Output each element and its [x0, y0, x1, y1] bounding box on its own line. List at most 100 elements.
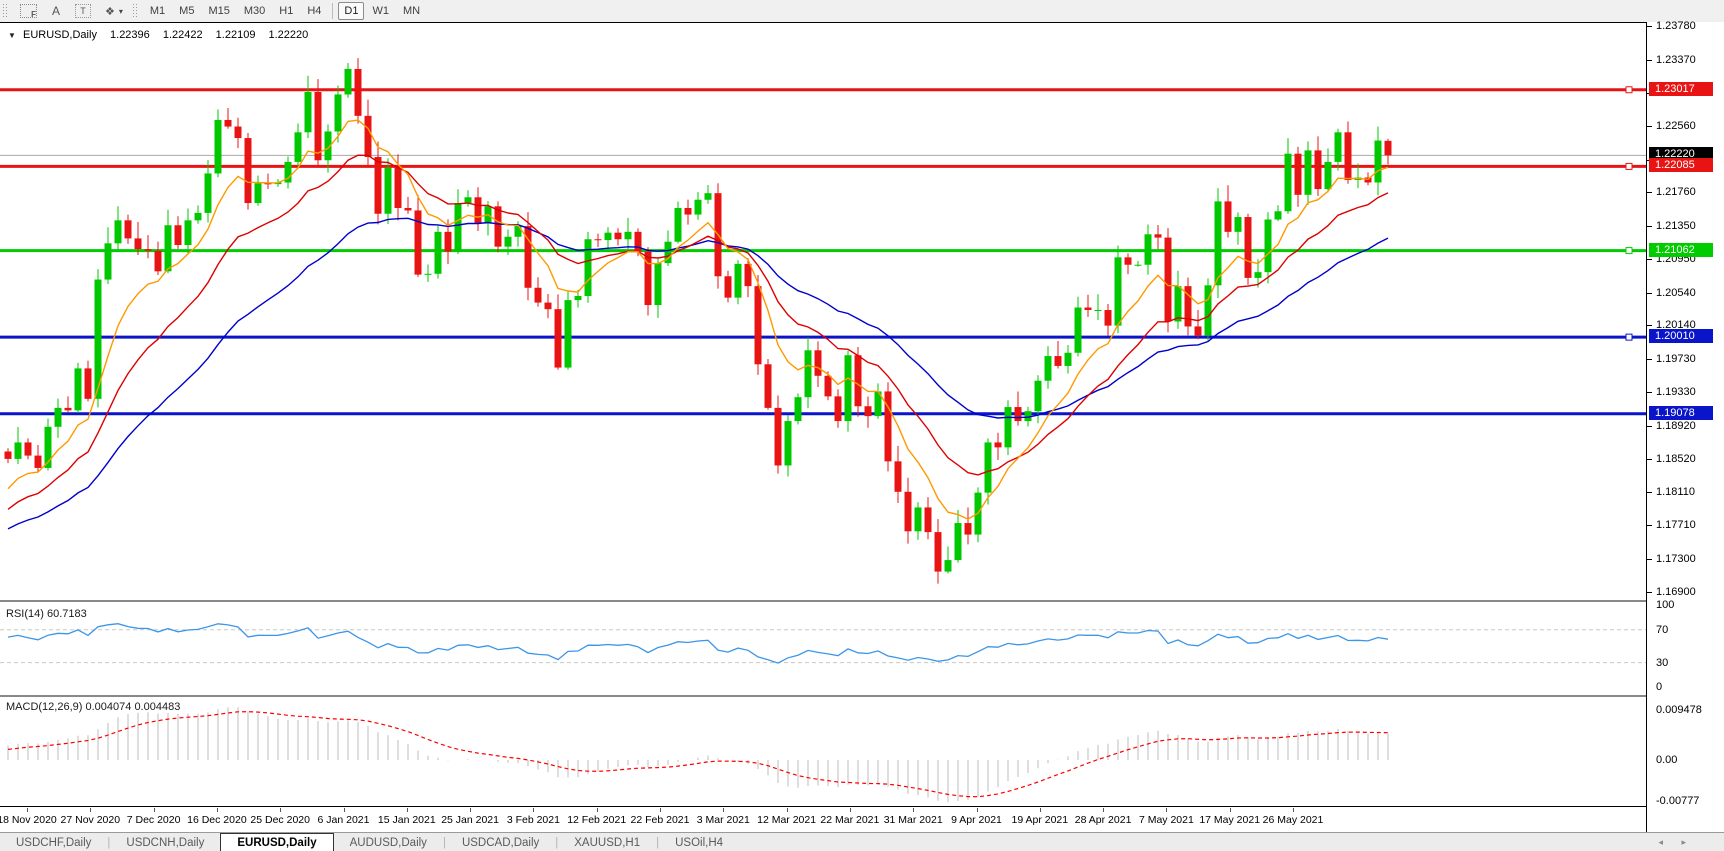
date-label: 19 Apr 2021 — [1011, 814, 1069, 826]
date-tick-mark — [786, 808, 788, 812]
tab-usdcnh-daily[interactable]: USDCNH,Daily — [126, 837, 205, 849]
timeframe-button-d1[interactable]: D1 — [338, 2, 365, 20]
tab-usdcad-daily[interactable]: USDCAD,Daily — [461, 837, 540, 849]
tab-audusd-daily[interactable]: AUDUSD,Daily — [349, 837, 427, 849]
macd-panel[interactable]: MACD(12,26,9) 0.004074 0.004483 — [0, 697, 1646, 807]
rsi-label: RSI(14) 60.7183 — [6, 608, 87, 620]
chart-tab-bar: USDCHF,Daily | USDCNH,Daily EURUSD,Daily AUD… — [0, 832, 1724, 851]
date-tick-mark — [1039, 808, 1041, 812]
rsi-panel[interactable]: RSI(14) 60.7183 — [0, 604, 1646, 697]
date-tick-mark — [90, 808, 92, 812]
toolbar-grip[interactable] — [2, 3, 9, 19]
price-tick-mark — [1647, 325, 1652, 327]
date-label: 3 Mar 2021 — [696, 814, 750, 826]
tab-usdchf-daily[interactable]: USDCHF,Daily — [16, 837, 92, 849]
macd-signal-line — [7, 711, 1389, 798]
price-tick-mark — [1647, 192, 1652, 194]
symbol-dropdown-icon[interactable]: ▼ — [8, 31, 16, 40]
price-tick-label: 1.16900 — [1656, 585, 1696, 598]
date-tick-mark — [1103, 808, 1105, 812]
rsi-axis-label: 70 — [1656, 623, 1669, 636]
timeframe-button-h1[interactable]: H1 — [279, 5, 294, 17]
symbol-label: EURUSD,Daily — [22, 29, 97, 41]
date-label: 25 Jan 2021 — [441, 814, 499, 826]
chart-title: ▼ EURUSD,Daily 1.22396 1.22422 1.22109 1… — [8, 29, 308, 41]
level-handle-1.20010[interactable] — [1625, 333, 1633, 341]
level-handle-1.22085[interactable] — [1625, 162, 1633, 170]
toolbar-separator — [332, 3, 334, 19]
date-label: 12 Feb 2021 — [567, 814, 627, 826]
tab-xauusd-h1[interactable]: XAUUSD,H1 — [574, 837, 641, 849]
price-tick-mark — [1647, 292, 1652, 294]
timeframe-button-m30[interactable]: M30 — [243, 5, 266, 17]
text-label-tool-button[interactable]: A — [45, 2, 67, 20]
timeframe-button-m5[interactable]: M5 — [179, 5, 195, 17]
timeframe-button-h4[interactable]: H4 — [307, 5, 322, 17]
date-tick-mark — [343, 808, 345, 812]
timeframe-button-m15[interactable]: M15 — [208, 5, 230, 17]
horizontal-level-lines[interactable] — [0, 88, 1646, 416]
macd-histogram — [7, 707, 1389, 803]
rsi-axis-label: 30 — [1656, 656, 1669, 669]
tab-scroll-arrows[interactable]: ◂ ▸ — [1658, 837, 1694, 847]
candlestick-chart[interactable] — [0, 24, 1646, 600]
timeframe-button-w1[interactable]: W1 — [372, 5, 389, 17]
price-tick-label: 1.20540 — [1656, 286, 1696, 299]
macd-axis-label: 0.009478 — [1656, 704, 1702, 716]
date-label: 7 May 2021 — [1138, 814, 1194, 826]
price-tick-label: 1.17300 — [1656, 553, 1696, 566]
timeframe-button-m1[interactable]: M1 — [149, 5, 166, 17]
date-label: 6 Jan 2021 — [317, 814, 370, 826]
text-label-icon: A — [51, 4, 60, 18]
date-label: 27 Nov 2020 — [60, 814, 121, 826]
date-tick-mark — [406, 808, 408, 812]
date-label: 9 Apr 2021 — [951, 814, 1002, 826]
price-tick-mark — [1647, 392, 1652, 394]
tab-separator: | — [656, 836, 660, 849]
price-tick-label: 1.17710 — [1656, 519, 1696, 532]
level-handle-1.21062[interactable] — [1625, 247, 1633, 255]
date-tick-mark — [913, 808, 915, 812]
timeframe-toolbar: M1 M5 M15 M30 H1 H4 D1 W1 MN — [143, 2, 427, 20]
price-tick-mark — [1647, 26, 1652, 27]
tab-usoil-h4[interactable]: USOil,H4 — [675, 837, 724, 849]
price-tick-mark — [1647, 591, 1652, 593]
ohlc-high: 1.22422 — [162, 29, 203, 41]
price-tick-label: 1.23370 — [1656, 53, 1696, 66]
rsi-chart[interactable] — [0, 604, 1646, 695]
date-tick-mark — [1229, 808, 1231, 812]
date-tick-mark — [849, 808, 851, 812]
price-tick-mark — [1647, 458, 1652, 460]
date-tick-mark — [660, 808, 661, 812]
price-tick-mark — [1647, 225, 1652, 227]
macd-chart[interactable] — [0, 697, 1646, 806]
date-tick-mark — [470, 808, 472, 812]
price-tick-label: 1.23780 — [1656, 20, 1696, 32]
price-tick-label: 1.19330 — [1656, 386, 1696, 399]
text-box-tool-button[interactable]: T — [69, 2, 97, 20]
date-label: 15 Jan 2021 — [377, 814, 436, 826]
price-tick-label: 1.22560 — [1656, 120, 1696, 133]
toolbar-grip-2[interactable] — [131, 3, 139, 19]
price-tick-mark — [1647, 359, 1652, 361]
date-label: 25 Dec 2020 — [250, 814, 310, 826]
tab-eurusd-daily[interactable]: EURUSD,Daily — [220, 833, 334, 851]
price-tag-1.23017: 1.23017 — [1649, 81, 1713, 96]
shapes-icon: ❖ — [105, 5, 116, 18]
date-label: 17 May 2021 — [1199, 814, 1261, 826]
price-tick-label: 1.21760 — [1656, 186, 1696, 199]
price-tick-mark — [1647, 525, 1652, 527]
date-tick-mark — [280, 808, 282, 812]
date-label: 22 Feb 2021 — [630, 814, 690, 826]
tab-separator: | — [442, 836, 446, 849]
timeframe-button-mn[interactable]: MN — [402, 5, 421, 17]
price-tick-label: 1.18110 — [1656, 486, 1695, 499]
level-handle-1.23017[interactable] — [1625, 86, 1633, 94]
price-tag-1.21062: 1.21062 — [1649, 242, 1713, 257]
shapes-tool-button[interactable]: ❖ ▾ — [99, 2, 129, 20]
fibonacci-tool-button[interactable]: F — [14, 2, 43, 20]
price-tick-label: 1.21350 — [1656, 219, 1696, 232]
main-chart-panel[interactable]: ▼ EURUSD,Daily 1.22396 1.22422 1.22109 1… — [0, 24, 1646, 602]
ma-slow-line — [7, 217, 1389, 530]
price-tag-1.19078: 1.19078 — [1649, 405, 1713, 420]
